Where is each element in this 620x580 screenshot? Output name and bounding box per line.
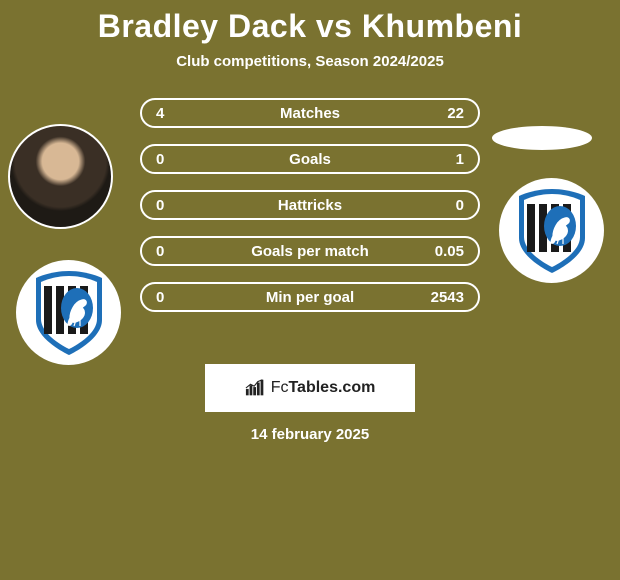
stat-left-value: 0 (156, 197, 216, 214)
stat-right-value: 0 (404, 197, 464, 214)
player2-avatar (492, 126, 592, 150)
brand-suffix: Tables.com (288, 379, 375, 396)
stat-label: Matches (216, 105, 404, 122)
stat-right-value: 22 (404, 105, 464, 122)
stat-left-value: 0 (156, 151, 216, 168)
stat-label: Min per goal (216, 289, 404, 306)
stat-label: Goals (216, 151, 404, 168)
player1-club-badge (16, 260, 121, 365)
title-player2: Khumbeni (362, 8, 522, 44)
footer-brand-box: FcTables.com (205, 364, 415, 412)
stat-left-value: 0 (156, 289, 216, 306)
page-title: Bradley Dack vs Khumbeni (0, 0, 620, 45)
date-label: 14 february 2025 (251, 426, 369, 443)
stat-left-value: 4 (156, 105, 216, 122)
stat-label: Hattricks (216, 197, 404, 214)
stat-left-value: 0 (156, 243, 216, 260)
title-player1: Bradley Dack (98, 8, 307, 44)
title-vs: vs (316, 8, 353, 44)
bar-chart-icon (245, 379, 267, 397)
stat-row: 0Hattricks0 (140, 190, 480, 220)
subtitle: Club competitions, Season 2024/2025 (0, 53, 620, 70)
brand-prefix: Fc (271, 379, 289, 396)
stat-right-value: 2543 (404, 289, 464, 306)
stat-row: 0Goals per match0.05 (140, 236, 480, 266)
stat-right-value: 0.05 (404, 243, 464, 260)
brand-logo: FcTables.com (245, 379, 376, 397)
club-crest-icon (30, 268, 108, 358)
club-crest-icon (513, 186, 591, 276)
stat-row: 4Matches22 (140, 98, 480, 128)
stat-row: 0Goals1 (140, 144, 480, 174)
stat-row: 0Min per goal2543 (140, 282, 480, 312)
player1-avatar (8, 124, 113, 229)
stat-right-value: 1 (404, 151, 464, 168)
stat-label: Goals per match (216, 243, 404, 260)
player2-club-badge (499, 178, 604, 283)
